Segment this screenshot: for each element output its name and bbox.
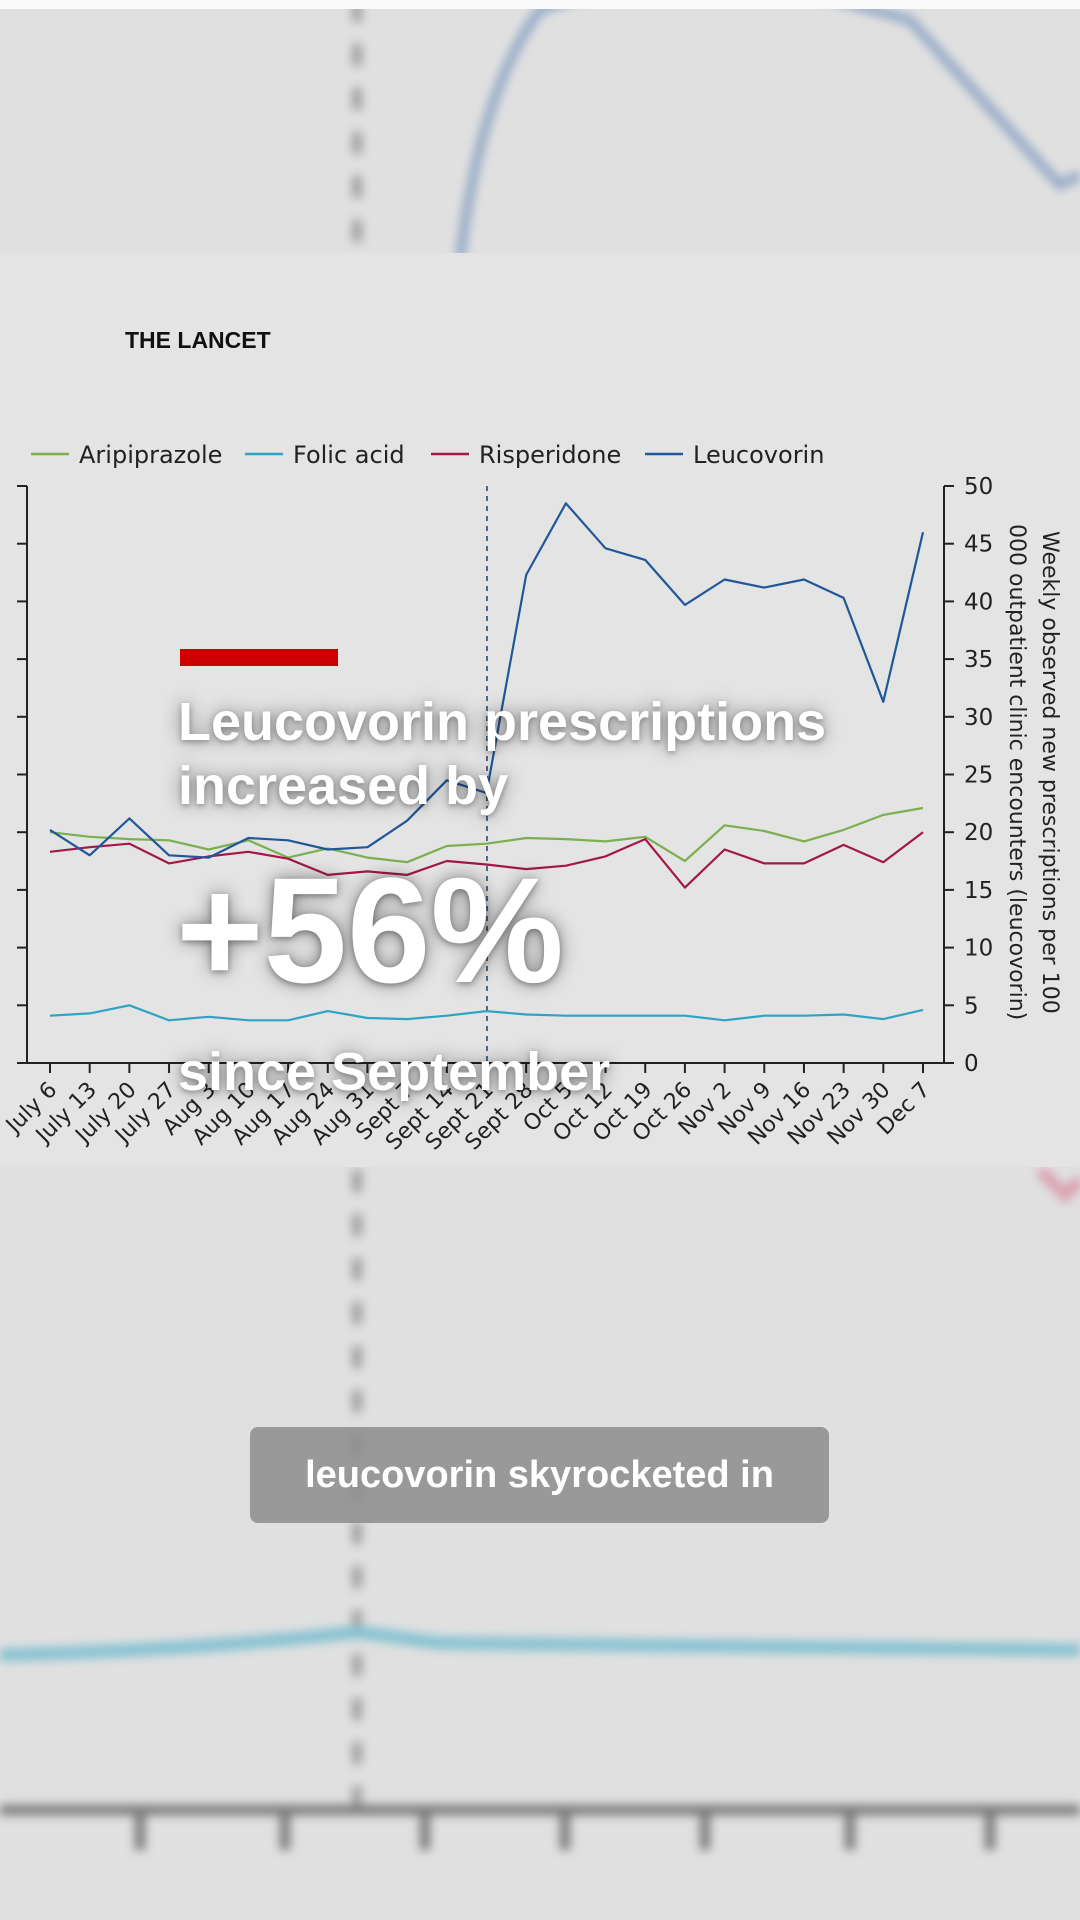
series-line [49, 502, 925, 859]
y-tick-label: 45 [964, 532, 993, 558]
headline: Leucovorin prescriptions increased by [178, 692, 827, 816]
y-tick-label: 20 [964, 820, 993, 846]
caption: leucovorin skyrocketed in [305, 1453, 774, 1496]
y-tick-label: 25 [964, 763, 993, 789]
series-line [49, 806, 924, 864]
series-line [49, 1004, 924, 1022]
brand: THE LANCET [125, 327, 271, 353]
y-tick-label: 5 [964, 993, 979, 1019]
legend-label: Leucovorin [693, 441, 824, 469]
legend-label: Risperidone [479, 441, 621, 469]
series-line [49, 831, 924, 889]
caption-box: leucovorin skyrocketed in [250, 1427, 829, 1523]
y-tick-label: 35 [964, 647, 993, 673]
legend-label: Aripiprazole [79, 441, 222, 469]
accent-bar [180, 649, 338, 666]
big-number: +56% [176, 846, 564, 1014]
y-tick-label: 0 [964, 1051, 979, 1077]
y-axis-title: Weekly observed new prescriptions per 10… [1004, 523, 1062, 1021]
legend-label: Folic acid [293, 441, 405, 469]
top-strip [0, 0, 1080, 9]
y-tick-label: 30 [964, 705, 993, 731]
y-tick-label: 50 [964, 474, 993, 500]
subhead: since September [178, 1042, 611, 1102]
y-tick-label: 10 [964, 936, 993, 962]
y-tick-label: 40 [964, 589, 993, 615]
y-tick-label: 15 [964, 878, 993, 904]
